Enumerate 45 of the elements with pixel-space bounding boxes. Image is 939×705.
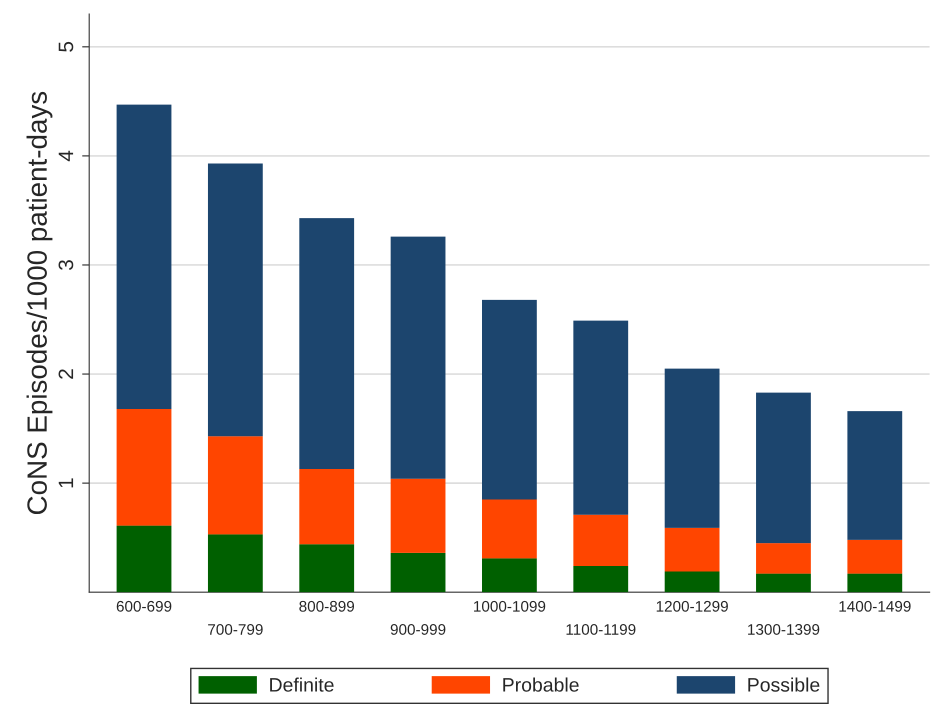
bar xyxy=(208,534,263,592)
y-tick-label: 3 xyxy=(58,260,74,270)
y-axis-title: CoNS Episodes/1000 patient-days xyxy=(26,92,52,514)
bar xyxy=(664,528,720,572)
legend-label: Probable xyxy=(503,677,579,692)
x-tick-label: 1300-1399 xyxy=(748,624,820,635)
x-tick-label: 600-699 xyxy=(116,600,172,612)
bar xyxy=(482,558,537,592)
y-tick-label: 1 xyxy=(58,478,74,488)
legend-label: Definite xyxy=(270,677,334,692)
bar xyxy=(847,540,902,574)
bar xyxy=(390,236,446,479)
legend-label: Possible xyxy=(748,677,820,692)
x-tick-label: 1100-1199 xyxy=(566,624,636,635)
bar xyxy=(299,468,354,544)
x-tick-label: 900-999 xyxy=(390,624,446,635)
bar xyxy=(847,411,902,540)
y-tick-label: 2 xyxy=(58,369,74,379)
x-tick-label: 1200-1299 xyxy=(656,600,728,612)
bar xyxy=(756,392,811,544)
bar xyxy=(664,571,720,592)
bar xyxy=(573,514,628,566)
bar xyxy=(390,478,446,553)
bar xyxy=(116,408,172,526)
x-tick-label: 1000-1099 xyxy=(474,600,546,612)
bar xyxy=(847,574,902,592)
x-tick-label: 1400-1499 xyxy=(839,600,911,612)
bar xyxy=(482,499,537,558)
x-tick-label: 800-899 xyxy=(299,600,354,612)
x-tick-label: 700-799 xyxy=(208,624,263,635)
bar xyxy=(299,218,354,469)
y-tick-label: 4 xyxy=(58,150,74,162)
bar xyxy=(664,368,720,528)
bar xyxy=(390,552,446,592)
bar xyxy=(208,436,263,534)
y-tick-label: 5 xyxy=(58,42,74,52)
bar xyxy=(208,164,263,436)
bar xyxy=(482,300,537,500)
bar xyxy=(573,320,628,515)
bar xyxy=(573,566,628,592)
bar xyxy=(116,104,172,409)
bar xyxy=(116,526,172,592)
bar xyxy=(756,543,811,574)
bar xyxy=(756,574,811,592)
bar xyxy=(299,544,354,592)
